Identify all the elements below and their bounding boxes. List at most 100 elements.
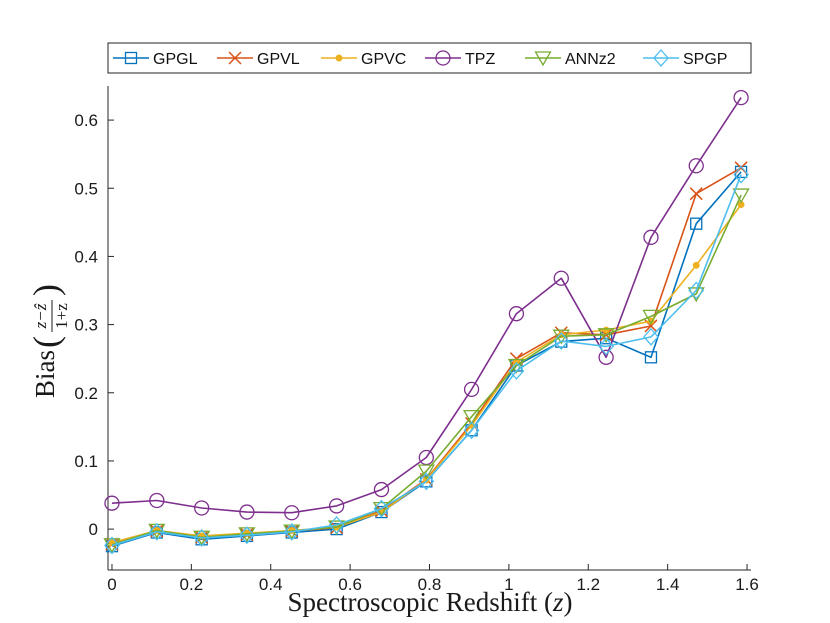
- y-tick-label: 0.1: [74, 452, 98, 471]
- data-point-spgp: [643, 327, 659, 346]
- legend: GPGL GPVL GPVC TPZ ANNz2 SPGP: [107, 42, 752, 74]
- data-point-tpz: [284, 505, 300, 521]
- x-axis-title-variable: z: [552, 587, 564, 617]
- data-point-spgp: [104, 536, 120, 555]
- legend-entry-annz2: ANNz2: [525, 51, 616, 68]
- legend-marker-spgp: [653, 49, 669, 67]
- data-point-tpz: [149, 492, 165, 509]
- series-tpz: [104, 89, 749, 521]
- data-point-gpvc: [692, 261, 700, 269]
- series-line-tpz: [111, 97, 742, 514]
- data-point-tpz: [328, 498, 345, 514]
- data-point-spgp: [283, 522, 300, 541]
- data-point-tpz: [508, 306, 525, 322]
- y-axis-title-rparen: ): [26, 284, 66, 296]
- data-point-spgp: [239, 526, 255, 545]
- y-tick-label: 0.6: [74, 111, 98, 130]
- data-point-spgp: [418, 472, 435, 491]
- plot-frame: [108, 86, 751, 570]
- data-point-spgp: [328, 516, 345, 534]
- x-tick-label: 0: [107, 575, 116, 594]
- y-tick-label: 0.3: [74, 316, 98, 335]
- data-point-spgp: [373, 499, 390, 518]
- legend-marker-tpz: [435, 50, 451, 66]
- data-point-annz2: [507, 358, 526, 374]
- legend-marker-annz2: [534, 51, 552, 67]
- data-point-tpz: [463, 381, 480, 398]
- ticks: 0 0.2 0.4 0.6 0.8 1 1.2 1.4 1.6 0 0.1 0.2 0.3 0.4 0.5 0…: [74, 111, 758, 594]
- x-tick-label: 1.6: [735, 575, 759, 594]
- x-tick-label: 0.2: [180, 575, 204, 594]
- y-tick-label: 0.2: [74, 384, 98, 403]
- data-point-gpvl: [689, 187, 703, 201]
- data-point-annz2: [597, 328, 615, 344]
- data-point-tpz: [373, 481, 390, 498]
- series-annz2: [103, 188, 750, 554]
- y-axis-title-lparen: (: [26, 336, 66, 348]
- data-point-gpgl: [644, 351, 658, 364]
- data-point-tpz: [733, 89, 749, 106]
- data-point-annz2: [417, 464, 435, 480]
- series-group: [103, 89, 750, 555]
- data-point-tpz: [598, 349, 614, 365]
- data-point-annz2: [462, 409, 481, 425]
- legend-marker-gpvc: [335, 54, 343, 62]
- data-point-gpgl: [420, 475, 433, 488]
- data-point-spgp: [148, 522, 165, 541]
- series-spgp: [104, 165, 749, 555]
- axes: [107, 86, 751, 571]
- y-tick-label: 0: [89, 520, 98, 539]
- data-point-tpz: [239, 504, 255, 520]
- series-line-spgp: [111, 174, 742, 547]
- plot-area: [108, 86, 751, 570]
- data-point-spgp: [598, 337, 614, 356]
- data-point-annz2: [642, 309, 660, 325]
- data-point-spgp: [733, 165, 749, 184]
- legend-label: SPGP: [683, 51, 727, 68]
- data-point-annz2: [732, 188, 750, 204]
- legend-entry-gpgl: GPGL: [113, 51, 198, 68]
- data-point-gpgl: [690, 217, 703, 230]
- data-point-spgp: [553, 331, 570, 350]
- data-point-spgp: [508, 361, 525, 380]
- data-point-spgp: [193, 528, 210, 547]
- legend-label: GPVL: [257, 51, 300, 68]
- x-tick-label: 0.6: [338, 575, 362, 594]
- data-point-annz2: [327, 520, 346, 536]
- legend-marker-gpgl: [124, 51, 138, 65]
- legend-label: TPZ: [465, 51, 495, 68]
- data-point-annz2: [103, 538, 121, 554]
- data-point-tpz: [643, 229, 659, 245]
- legend-entry-gpvc: GPVC: [321, 51, 406, 68]
- axis-titles: Spectroscopic Redshift (z) Bias ( z−ẑ 1+…: [26, 284, 572, 617]
- legend-label: ANNz2: [565, 51, 616, 68]
- y-axis-title-numerator: z−ẑ: [31, 303, 50, 329]
- y-tick-label: 0.5: [74, 179, 98, 198]
- series-line-annz2: [111, 194, 742, 546]
- series-gpvc: [108, 201, 745, 547]
- data-point-gpvc: [602, 326, 610, 334]
- legend-entry-gpvl: GPVL: [217, 51, 300, 68]
- series-gpgl: [105, 165, 748, 553]
- x-tick-label: 1.2: [576, 575, 600, 594]
- data-point-tpz: [553, 270, 569, 286]
- x-tick-label: 0.8: [418, 575, 442, 594]
- x-axis-title: Spectroscopic Redshift (z): [288, 587, 573, 617]
- x-tick-label: 1.4: [656, 575, 680, 594]
- x-tick-label: 0.4: [259, 575, 283, 594]
- data-point-tpz: [104, 495, 120, 511]
- legend-entry-tpz: TPZ: [425, 50, 495, 68]
- legend-label: GPGL: [153, 51, 198, 68]
- y-axis-title: Bias ( z−ẑ 1+z ): [26, 284, 71, 398]
- legend-label: GPVC: [361, 51, 406, 68]
- legend-marker-gpvl: [228, 51, 242, 65]
- y-axis-title-denominator: 1+z: [52, 303, 71, 329]
- data-point-tpz: [688, 158, 704, 174]
- data-point-spgp: [463, 421, 480, 440]
- legend-entry-spgp: SPGP: [643, 49, 727, 68]
- x-tick-label: 1: [504, 575, 513, 594]
- y-axis-title-text: Bias: [30, 350, 60, 398]
- series-line-gpvc: [111, 204, 742, 544]
- data-point-tpz: [194, 500, 210, 516]
